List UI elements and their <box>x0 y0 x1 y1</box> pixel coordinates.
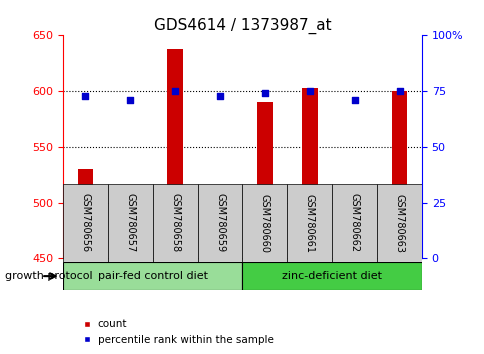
Text: growth protocol: growth protocol <box>5 271 92 281</box>
Bar <box>257 102 272 258</box>
Bar <box>332 184 376 262</box>
Point <box>260 91 268 96</box>
Point <box>216 93 224 98</box>
Bar <box>212 189 227 258</box>
Bar <box>122 253 138 258</box>
Point <box>395 88 403 94</box>
Bar <box>107 184 152 262</box>
Text: GSM780656: GSM780656 <box>80 193 91 253</box>
Bar <box>376 184 421 262</box>
Bar <box>391 91 407 258</box>
Bar <box>197 184 242 262</box>
Bar <box>242 184 287 262</box>
Text: GSM780662: GSM780662 <box>349 193 359 253</box>
Legend: count, percentile rank within the sample: count, percentile rank within the sample <box>78 315 277 349</box>
Text: GSM780657: GSM780657 <box>125 193 135 253</box>
Point <box>126 97 134 103</box>
Point <box>350 97 358 103</box>
Bar <box>302 88 317 258</box>
Bar <box>242 262 421 290</box>
Text: GSM780663: GSM780663 <box>393 194 404 252</box>
Bar <box>167 49 182 258</box>
Text: GSM780661: GSM780661 <box>304 194 314 252</box>
Text: GSM780660: GSM780660 <box>259 194 270 252</box>
Point <box>81 93 89 98</box>
Bar <box>77 169 93 258</box>
Bar <box>63 262 242 290</box>
Bar <box>346 253 362 258</box>
Bar <box>152 184 197 262</box>
Point <box>305 88 313 94</box>
Text: GSM780658: GSM780658 <box>170 193 180 253</box>
Title: GDS4614 / 1373987_at: GDS4614 / 1373987_at <box>153 18 331 34</box>
Bar <box>287 184 332 262</box>
Text: pair-fed control diet: pair-fed control diet <box>98 271 207 281</box>
Point <box>171 88 179 94</box>
Text: zinc-deficient diet: zinc-deficient diet <box>282 271 381 281</box>
Bar <box>63 184 107 262</box>
Text: GSM780659: GSM780659 <box>214 193 225 253</box>
